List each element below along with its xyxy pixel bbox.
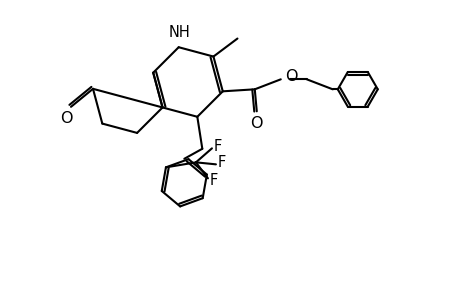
Text: NH: NH xyxy=(168,25,190,40)
Text: O: O xyxy=(60,111,72,126)
Text: O: O xyxy=(250,116,263,131)
Text: F: F xyxy=(218,155,226,170)
Text: F: F xyxy=(209,173,218,188)
Text: O: O xyxy=(284,69,297,84)
Text: F: F xyxy=(213,139,222,154)
